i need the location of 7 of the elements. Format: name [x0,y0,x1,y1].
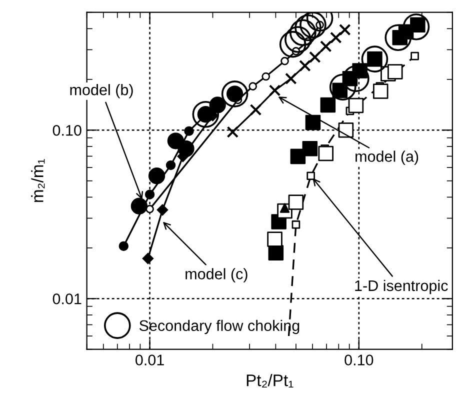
y-axis-title: ṁ₂/ṁ₁ [31,159,45,202]
annotation: model (a) [356,150,418,165]
annotation: 1-D isentropic [355,280,448,294]
annotation: model (c) [186,268,248,282]
annotation: model (b) [70,84,133,98]
legend-label: Secondary flow choking [139,320,300,334]
x-axis-title: Pt₂/Pt₁ [246,374,294,388]
